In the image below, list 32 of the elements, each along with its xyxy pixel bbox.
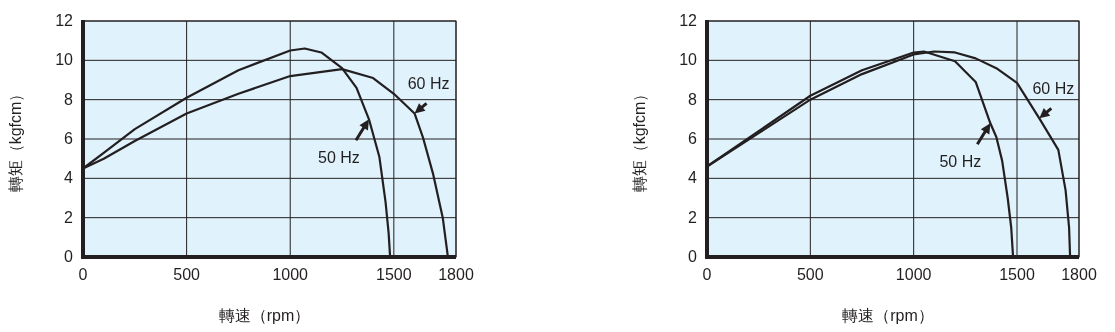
x-axis-title: 轉速（rpm） <box>218 307 311 324</box>
x-tick-label: 1800 <box>438 266 474 283</box>
x-tick-label: 500 <box>173 266 201 283</box>
y-tick-label: 8 <box>688 90 698 108</box>
y-tick-label: 8 <box>64 90 74 108</box>
x-tick-label: 1000 <box>272 266 309 283</box>
x-tick-label: 500 <box>796 266 824 283</box>
x-tick-label: 0 <box>702 266 712 283</box>
x-tick-label: 1500 <box>376 266 412 283</box>
y-tick-label: 0 <box>688 248 698 265</box>
y-tick-label: 2 <box>64 208 74 226</box>
y-tick-label: 2 <box>688 208 698 226</box>
y-tick-label: 6 <box>64 130 74 147</box>
x-tick-label: 1800 <box>1061 266 1097 283</box>
y-tick-label: 12 <box>679 12 698 29</box>
x-tick-label: 1500 <box>999 266 1035 283</box>
y-tick-label: 10 <box>679 51 698 69</box>
x-tick-label: 1000 <box>895 266 932 283</box>
y-tick-label: 12 <box>55 12 74 29</box>
annotation: 50 Hz <box>939 153 982 171</box>
y-tick-label: 4 <box>688 169 698 187</box>
y-axis-title: 轉矩（kgfcm） <box>631 85 648 193</box>
y-tick-label: 6 <box>688 130 698 147</box>
y-tick-label: 0 <box>64 248 74 265</box>
x-axis-title: 轉速（rpm） <box>842 307 934 324</box>
annotation: 60 Hz <box>407 75 450 93</box>
y-tick-label: 10 <box>55 51 74 69</box>
y-tick-label: 4 <box>64 169 74 187</box>
annotation: 60 Hz <box>1032 80 1075 98</box>
x-tick-label: 0 <box>78 266 88 283</box>
annotation: 50 Hz <box>318 149 360 167</box>
y-axis-title: 轉矩（kgfcm） <box>7 85 24 193</box>
